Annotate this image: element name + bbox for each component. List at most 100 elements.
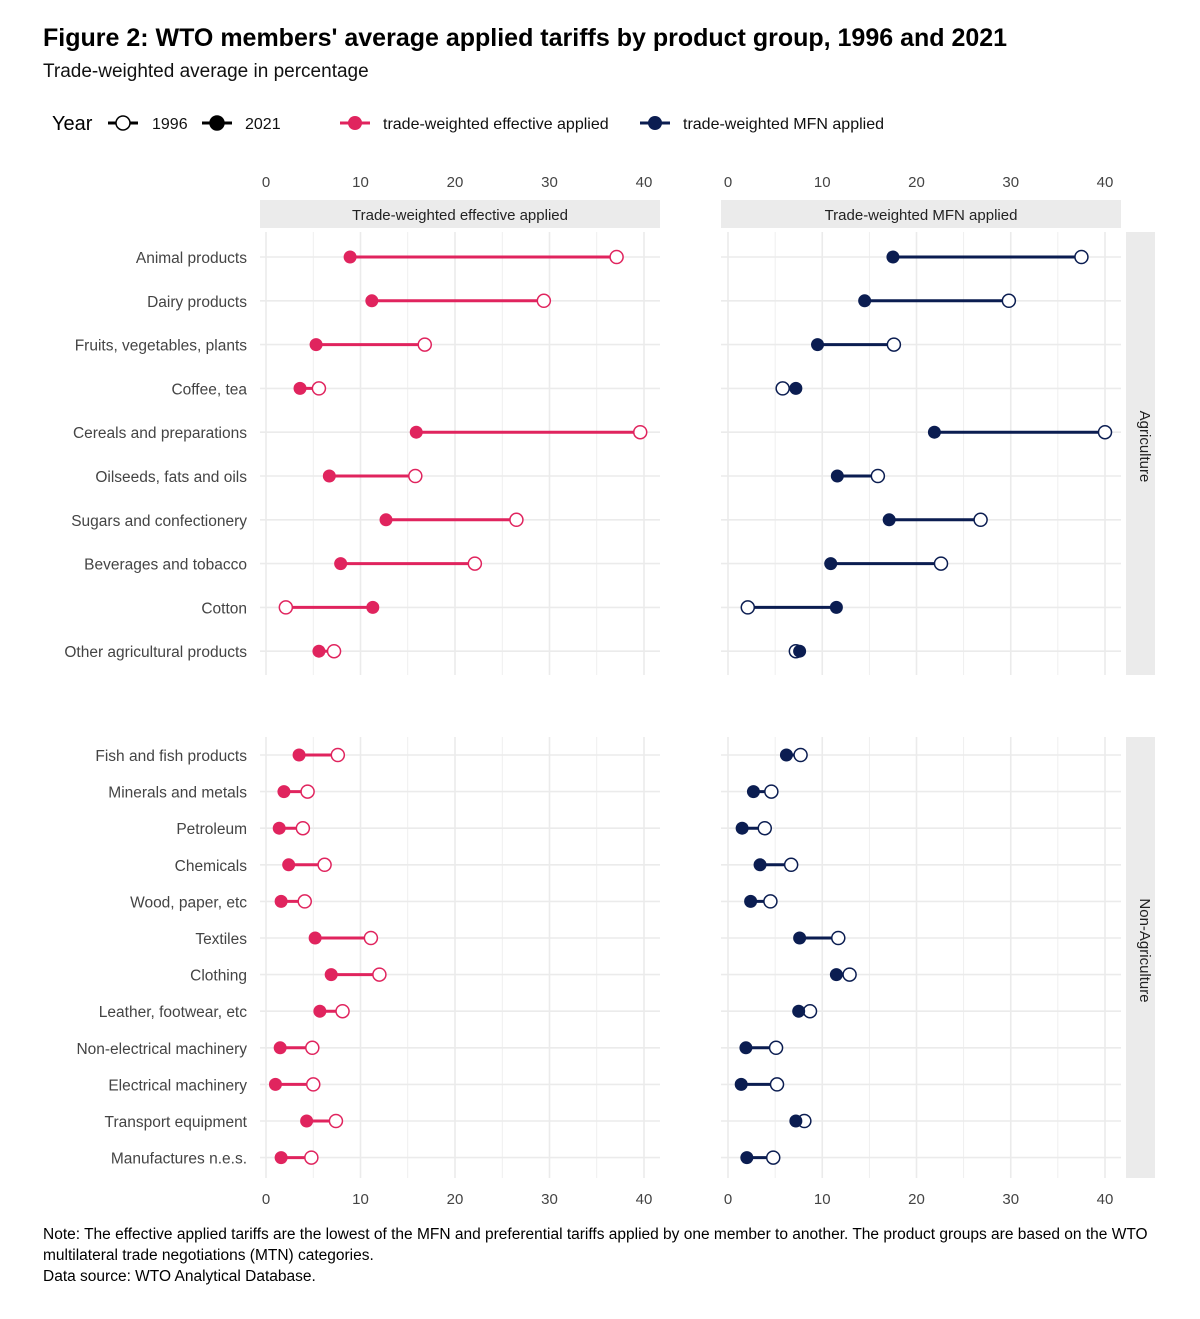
y-tick-label: Fish and fish products bbox=[95, 748, 247, 765]
point-2021 bbox=[313, 1004, 327, 1018]
point-2021 bbox=[274, 894, 288, 908]
x-tick-top: 30 bbox=[1002, 174, 1019, 191]
x-tick-bottom: 20 bbox=[447, 1191, 464, 1208]
point-1996 bbox=[1097, 424, 1113, 440]
y-tick-label: Minerals and metals bbox=[108, 785, 247, 802]
point-2021 bbox=[882, 513, 896, 527]
point-1996 bbox=[609, 249, 624, 265]
y-tick-label: Beverages and tobacco bbox=[84, 557, 247, 574]
y-tick-label: Electrical machinery bbox=[108, 1077, 247, 1094]
point-1996 bbox=[363, 930, 379, 946]
y-tick-label: Oilseeds, fats and oils bbox=[95, 469, 247, 486]
point-2021 bbox=[735, 821, 749, 835]
y-tick-label: Transport equipment bbox=[105, 1114, 248, 1131]
point-1996 bbox=[740, 600, 756, 615]
x-tick-bottom: 40 bbox=[1097, 1191, 1114, 1208]
point-2021 bbox=[811, 338, 825, 352]
point-1996 bbox=[632, 424, 648, 440]
point-1996 bbox=[870, 468, 886, 484]
column-strip-0 bbox=[260, 200, 660, 228]
y-tick-label: Clothing bbox=[190, 968, 247, 985]
x-tick-top: 0 bbox=[262, 174, 270, 191]
point-1996 bbox=[764, 784, 779, 799]
point-1996 bbox=[802, 1003, 818, 1019]
y-tick-label: Sugars and confectionery bbox=[71, 513, 247, 530]
point-2021 bbox=[740, 1151, 754, 1165]
point-2021 bbox=[746, 785, 760, 799]
point-1996 bbox=[842, 967, 857, 982]
y-tick-label: Chemicals bbox=[175, 858, 248, 875]
point-2021 bbox=[293, 381, 307, 395]
y-tick-label: Animal products bbox=[136, 250, 247, 267]
x-tick-top: 20 bbox=[447, 174, 464, 191]
y-tick-label: Non-electrical machinery bbox=[76, 1041, 247, 1058]
legend-year-title: Year bbox=[52, 113, 93, 135]
point-2021 bbox=[365, 294, 379, 308]
column-strip-1 bbox=[721, 200, 1121, 228]
point-1996 bbox=[793, 747, 808, 763]
point-2021 bbox=[789, 1114, 803, 1128]
legend-series-marker-1 bbox=[648, 116, 662, 130]
source-text: Data source: WTO Analytical Database. bbox=[43, 1268, 316, 1285]
y-tick-label: Cotton bbox=[201, 600, 247, 617]
point-1996 bbox=[300, 784, 315, 799]
point-2021 bbox=[793, 931, 807, 945]
point-1996 bbox=[765, 1150, 781, 1165]
legend-year-label-1996: 1996 bbox=[152, 116, 188, 133]
point-1996 bbox=[317, 857, 332, 873]
point-2021 bbox=[739, 1041, 753, 1055]
point-2021 bbox=[379, 513, 393, 527]
x-tick-bottom: 0 bbox=[724, 1191, 732, 1208]
legend-series-label-1: trade-weighted MFN applied bbox=[683, 116, 884, 133]
point-1996 bbox=[933, 556, 949, 571]
point-1996 bbox=[467, 556, 483, 571]
point-2021 bbox=[343, 250, 357, 264]
point-2021 bbox=[927, 425, 941, 439]
point-2021 bbox=[292, 748, 306, 762]
x-tick-bottom: 10 bbox=[352, 1191, 369, 1208]
point-2021 bbox=[792, 1004, 806, 1018]
point-2021 bbox=[308, 931, 322, 945]
point-2021 bbox=[272, 821, 286, 835]
y-tick-label: Other agricultural products bbox=[64, 644, 247, 661]
row-strip-label-1: Non-Agriculture bbox=[1136, 898, 1153, 1002]
column-strip-label-0: Trade-weighted effective applied bbox=[352, 207, 568, 224]
x-tick-bottom: 30 bbox=[1002, 1191, 1019, 1208]
point-2021 bbox=[829, 600, 843, 614]
point-1996 bbox=[831, 930, 846, 946]
point-2021 bbox=[858, 294, 872, 308]
point-1996 bbox=[372, 967, 387, 982]
point-1996 bbox=[417, 337, 433, 352]
y-tick-label: Cereals and preparations bbox=[73, 425, 247, 442]
y-tick-label: Coffee, tea bbox=[171, 381, 247, 398]
point-2021 bbox=[789, 381, 803, 395]
x-tick-top: 40 bbox=[1097, 174, 1114, 191]
row-strip-label-0: Agriculture bbox=[1136, 411, 1153, 483]
x-tick-top: 10 bbox=[352, 174, 369, 191]
point-1996 bbox=[278, 600, 294, 615]
point-2021 bbox=[779, 748, 793, 762]
row-strip-1 bbox=[1126, 737, 1155, 1178]
legend-year-marker-1996 bbox=[115, 115, 131, 131]
point-2021 bbox=[830, 469, 844, 483]
x-tick-top: 10 bbox=[814, 174, 831, 191]
note-text: Note: The effective applied tariffs are … bbox=[43, 1226, 1148, 1264]
y-tick-label: Dairy products bbox=[147, 294, 247, 311]
point-1996 bbox=[783, 857, 799, 873]
point-2021 bbox=[366, 600, 380, 614]
point-2021 bbox=[277, 785, 291, 799]
y-tick-label: Manufactures n.e.s. bbox=[111, 1151, 247, 1168]
point-2021 bbox=[829, 968, 843, 982]
point-2021 bbox=[886, 250, 900, 264]
legend-year-label-2021: 2021 bbox=[245, 116, 281, 133]
point-1996 bbox=[768, 1040, 784, 1056]
point-1996 bbox=[311, 381, 327, 396]
point-1996 bbox=[305, 1040, 320, 1056]
point-1996 bbox=[326, 643, 342, 659]
point-2021 bbox=[268, 1077, 282, 1091]
point-1996 bbox=[886, 337, 902, 352]
point-2021 bbox=[334, 557, 348, 571]
point-1996 bbox=[769, 1077, 785, 1092]
